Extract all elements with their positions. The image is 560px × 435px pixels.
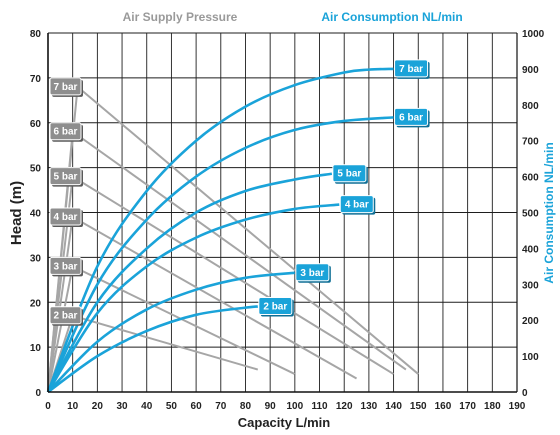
air-curve-6-bar (46, 116, 394, 393)
air-tag-box (339, 195, 374, 214)
air-tag-label: 2 bar (263, 302, 287, 313)
y2-tick-label: 100 (522, 352, 539, 363)
air-tag-box (258, 297, 293, 316)
y-tick-label: 0 (35, 388, 41, 399)
x-tick-label: 180 (484, 401, 501, 412)
y-tick-label: 40 (30, 209, 42, 220)
head-tag-5-bar: 5 bar (49, 167, 83, 187)
y2-tick-label: 300 (522, 280, 539, 291)
air-curve-5-bar (46, 172, 333, 393)
air-tag-3-bar: 3 bar (295, 263, 331, 283)
head-tag-7-bar: 7 bar (49, 77, 83, 97)
x-tick-label: 80 (240, 401, 252, 412)
y2-tick-label: 400 (522, 244, 539, 255)
x-axis-label: Capacity L/min (238, 415, 331, 430)
y2-tick-label: 900 (522, 65, 539, 76)
y2-tick-label: 700 (522, 137, 539, 148)
head-line-4-bar (47, 215, 358, 393)
x-tick-label: 90 (265, 401, 277, 412)
head-tag-box (49, 207, 82, 226)
axes (47, 33, 518, 393)
head-tag-box (49, 77, 82, 96)
x-tick-label: 160 (435, 401, 452, 412)
air-tag-box (295, 263, 330, 282)
air-tag-label: 6 bar (399, 112, 423, 123)
air-tag-box (394, 107, 429, 126)
x-tick-label: 10 (67, 401, 79, 412)
head-tag-2-bar: 2 bar (49, 306, 83, 326)
y-tick-label: 60 (30, 119, 42, 130)
y2-tick-label: 1000 (522, 29, 545, 40)
y-tick-label: 50 (30, 164, 42, 175)
air-tag-5-bar: 5 bar (332, 164, 368, 184)
y-axis-label: Head (m) (8, 181, 25, 245)
air-tag-label: 7 bar (399, 64, 423, 75)
pressure-tags: 7 bar 6 bar 5 bar 4 bar 3 bar 2 bar 7 bar 6 bar… (49, 59, 430, 326)
x-tick-label: 0 (45, 401, 51, 412)
x-tick-label: 120 (336, 401, 353, 412)
head-line-7-bar (47, 84, 419, 393)
x-tick-label: 50 (166, 401, 178, 412)
head-tag-3-bar: 3 bar (49, 256, 83, 277)
x-tick-label: 190 (509, 401, 526, 412)
head-tag-box (49, 306, 82, 325)
air-tag-2-bar: 2 bar (258, 297, 294, 317)
x-tick-label: 100 (286, 401, 303, 412)
x-tick-label: 130 (361, 401, 378, 412)
x-tick-label: 170 (459, 401, 476, 412)
y-tick-label: 10 (30, 343, 42, 354)
head-lines (47, 84, 419, 393)
y-tick-label: 30 (30, 253, 42, 264)
head-tag-6-bar: 6 bar (49, 122, 83, 142)
y-tick-label: 80 (30, 29, 42, 40)
head-tag-4-bar: 4 bar (49, 207, 83, 227)
y2-tick-label: 200 (522, 316, 539, 327)
y2-tick-label: 500 (522, 209, 539, 220)
y-tick-label: 70 (30, 74, 42, 85)
x-tick-label: 150 (410, 401, 427, 412)
head-tag-box (49, 256, 82, 275)
air-tag-label: 5 bar (337, 169, 361, 180)
air-curve-7-bar (46, 67, 394, 393)
head-tag-label: 3 bar (54, 261, 78, 272)
grid (47, 32, 518, 393)
head-tag-label: 5 bar (54, 172, 78, 183)
x-tick-label: 140 (385, 401, 402, 412)
x-tick-label: 40 (141, 401, 153, 412)
air-tag-6-bar: 6 bar (394, 107, 430, 128)
air-consumption-curves (46, 67, 394, 394)
x-tick-label: 60 (191, 401, 203, 412)
tick-labels: 0 10 20 30 40 50 60 70 80 90 100 110 120 130 140 150 160… (30, 29, 545, 412)
head-tag-label: 7 bar (54, 82, 78, 93)
air-tag-7-bar: 7 bar (394, 59, 430, 79)
y2-tick-label: 600 (522, 173, 539, 184)
x-tick-label: 110 (311, 401, 328, 412)
air-tag-label: 3 bar (300, 268, 324, 279)
y2-tick-label: 0 (522, 388, 528, 399)
air-tag-label: 4 bar (345, 200, 369, 211)
y-tick-label: 20 (30, 298, 42, 309)
x-tick-label: 70 (215, 401, 227, 412)
x-tick-label: 20 (92, 401, 104, 412)
head-tag-box (49, 167, 82, 186)
air-tag-4-bar: 4 bar (339, 195, 376, 215)
header-air-consumption: Air Consumption NL/min (321, 10, 462, 24)
air-tag-box (394, 59, 429, 78)
head-tag-box (49, 122, 82, 141)
header-air-supply-pressure: Air Supply Pressure (123, 10, 238, 24)
air-curve-4-bar (46, 203, 340, 393)
x-tick-label: 30 (116, 401, 128, 412)
head-tag-label: 6 bar (54, 127, 78, 138)
air-tag-box (332, 164, 367, 183)
air-curve-2-bar (47, 305, 258, 394)
air-curve-3-bar (47, 271, 295, 393)
head-tag-label: 2 bar (54, 311, 78, 322)
head-tag-label: 4 bar (54, 212, 78, 223)
y2-axis-label: Air Consumption NL/min (542, 142, 556, 283)
y2-tick-label: 800 (522, 101, 539, 112)
